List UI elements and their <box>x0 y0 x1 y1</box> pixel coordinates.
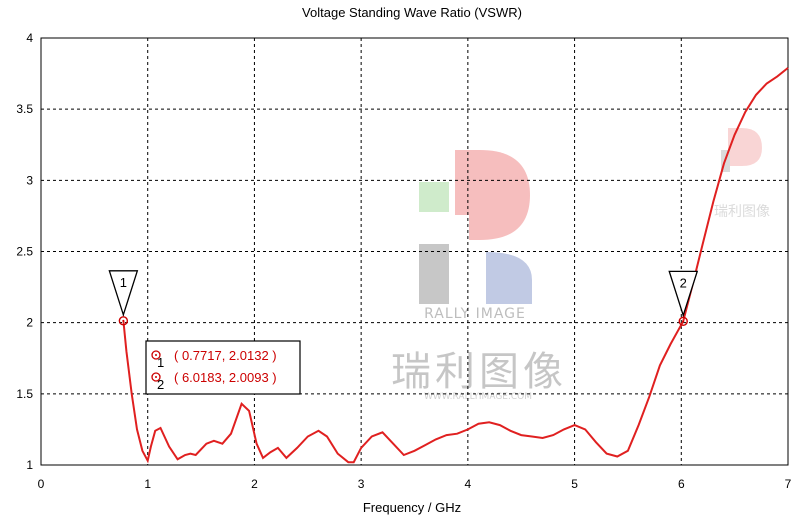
watermark-logo: RALLY IMAGE 瑞利图像 WWW.RALLYIMAGE.COM <box>391 150 567 402</box>
marker-readout-box: 1 ( 0.7717, 2.0132 ) 2 ( 6.0183, 2.0093 ) <box>145 340 301 395</box>
marker-number: 1 <box>120 275 127 290</box>
x-tick-label: 7 <box>785 477 792 491</box>
x-tick-label: 0 <box>38 477 45 491</box>
marker-flag <box>108 270 139 317</box>
x-tick-label: 4 <box>465 477 472 491</box>
y-tick-label: 2.5 <box>16 245 33 259</box>
plot-frame <box>40 37 789 466</box>
chart-grid <box>41 38 788 465</box>
marker-flag <box>668 270 699 318</box>
x-tick-label: 2 <box>251 477 258 491</box>
svg-text:瑞利图像: 瑞利图像 <box>714 204 770 220</box>
x-axis-label: Frequency / GHz <box>363 500 461 515</box>
x-tick-label: 1 <box>144 477 151 491</box>
y-axis-ticks: 1 1.5 2 2.5 3 3.5 4 <box>16 31 33 472</box>
readout-row-1: 1 ( 0.7717, 2.0132 ) <box>151 348 277 370</box>
marker-number: 2 <box>680 275 687 290</box>
x-axis-ticks: 0 1 2 3 4 5 6 7 <box>38 477 792 491</box>
marker-1: 1 <box>108 270 139 326</box>
marker-2: 2 <box>668 270 699 327</box>
vswr-series-line <box>122 67 789 464</box>
x-tick-label: 5 <box>571 477 578 491</box>
readout-value: ( 0.7717, 2.0132 ) <box>174 348 277 363</box>
marker-point <box>678 316 688 327</box>
y-tick-label: 3 <box>26 173 33 187</box>
watermark-logo-small: 瑞利图像 <box>714 128 770 220</box>
x-tick-label: 6 <box>678 477 685 491</box>
y-tick-label: 1.5 <box>16 387 33 401</box>
y-tick-label: 1 <box>26 458 33 472</box>
readout-value: ( 6.0183, 2.0093 ) <box>174 370 277 385</box>
marker-point <box>118 316 129 326</box>
readout-marker-number: 2 <box>157 377 164 392</box>
readout-marker-icon <box>151 350 161 360</box>
chart-title: Voltage Standing Wave Ratio (VSWR) <box>302 5 522 20</box>
readout-marker-number: 1 <box>157 355 164 370</box>
x-tick-label: 3 <box>358 477 365 491</box>
watermark-url: WWW.RALLYIMAGE.COM <box>424 392 532 402</box>
watermark-brand: RALLY IMAGE <box>424 306 526 322</box>
watermark-chinese: 瑞利图像 <box>391 349 567 395</box>
readout-row-2: 2 ( 6.0183, 2.0093 ) <box>151 370 277 392</box>
readout-marker-icon <box>151 372 161 382</box>
y-tick-label: 4 <box>26 31 33 45</box>
y-tick-label: 2 <box>26 316 33 330</box>
y-tick-label: 3.5 <box>16 102 33 116</box>
